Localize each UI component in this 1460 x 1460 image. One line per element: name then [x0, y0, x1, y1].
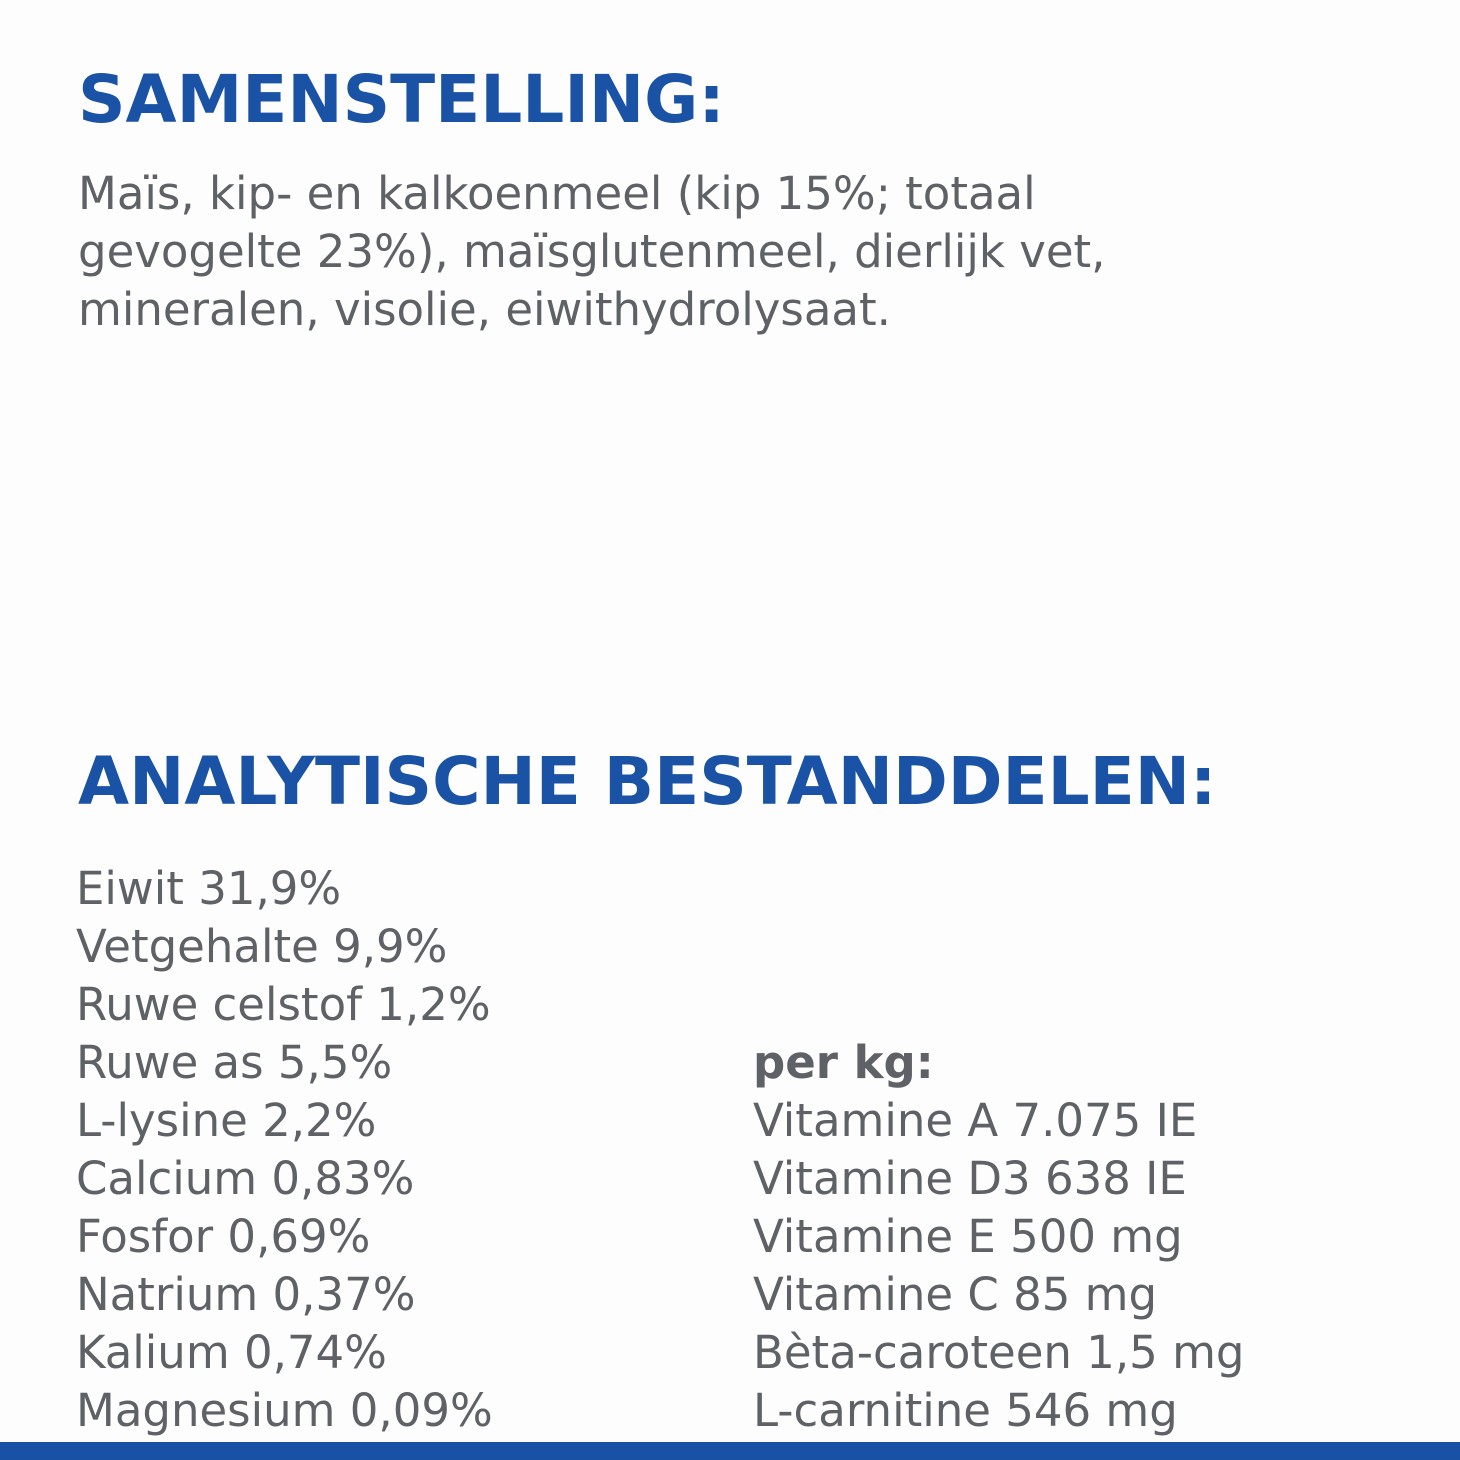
vitamin-item: Vitamine C 85 mg	[753, 1268, 1158, 1321]
vitamin-item: Vitamine D3 638 IE	[753, 1152, 1187, 1205]
composition-text: Maïs, kip- en kalkoenmeel (kip 15%; tota…	[78, 165, 1106, 339]
analytical-components-heading: ANALYTISCHE BESTANDDELEN:	[78, 743, 1217, 820]
composition-line: gevogelte 23%), maïsglutenmeel, dierlijk…	[78, 225, 1106, 278]
analysis-item: Calcium 0,83%	[76, 1152, 415, 1205]
per-kg-heading: per kg:	[753, 1036, 934, 1089]
analysis-item: Fosfor 0,69%	[76, 1210, 371, 1263]
composition-line: mineralen, visolie, eiwithydrolysaat.	[78, 283, 891, 336]
analysis-item: Ruwe as 5,5%	[76, 1036, 393, 1089]
composition-line: Maïs, kip- en kalkoenmeel (kip 15%; tota…	[78, 167, 1036, 220]
analysis-item: Kalium 0,74%	[76, 1326, 387, 1379]
per-kg-column: per kg: Vitamine A 7.075 IE Vitamine D3 …	[753, 1034, 1244, 1440]
composition-heading: SAMENSTELLING:	[78, 61, 725, 138]
analysis-item: Ruwe celstof 1,2%	[76, 978, 491, 1031]
analysis-item: Eiwit 31,9%	[76, 862, 342, 915]
vitamin-item: Vitamine A 7.075 IE	[753, 1094, 1198, 1147]
analysis-item: L-lysine 2,2%	[76, 1094, 377, 1147]
analysis-item: Magnesium 0,09%	[76, 1384, 493, 1437]
vitamin-item: Bèta-caroteen 1,5 mg	[753, 1326, 1245, 1379]
bottom-blue-bar	[0, 1442, 1460, 1460]
analysis-item: Natrium 0,37%	[76, 1268, 416, 1321]
vitamin-item: L-carnitine 546 mg	[753, 1384, 1178, 1437]
analysis-item: Vetgehalte 9,9%	[76, 920, 448, 973]
analysis-left-column: Eiwit 31,9% Vetgehalte 9,9% Ruwe celstof…	[76, 860, 493, 1440]
vitamin-item: Vitamine E 500 mg	[753, 1210, 1183, 1263]
